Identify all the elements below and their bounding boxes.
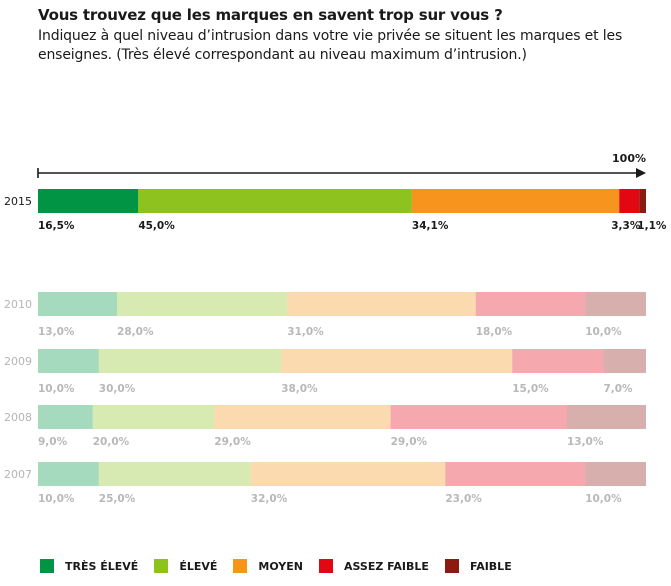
data-label-2015-1: 45,0% <box>138 220 175 232</box>
data-label-2007-2: 32,0% <box>251 493 288 505</box>
bar-segment-2008-1 <box>92 405 215 429</box>
data-label-2009-1: 30,0% <box>99 383 136 395</box>
bar-segment-2008-4 <box>566 405 646 429</box>
bar-segment-2007-3 <box>445 462 586 486</box>
data-label-2010-3: 18,0% <box>476 326 513 338</box>
legend-label: MOYEN <box>258 559 303 573</box>
data-label-2015-0: 16,5% <box>38 220 75 232</box>
bar-segment-2008-0 <box>38 405 93 429</box>
data-label-2008-3: 29,0% <box>391 436 428 448</box>
bar-segment-2010-3 <box>475 292 586 316</box>
legend-item-4: FAIBLE <box>444 559 512 573</box>
legend-swatch <box>444 559 459 573</box>
category-label-2015: 2015 <box>4 195 32 208</box>
legend-label: TRÈS ÉLEVÉ <box>65 559 139 573</box>
data-label-2015-3: 3,3% <box>611 220 641 232</box>
bar-segment-2015-2 <box>411 189 620 213</box>
x-axis-arrow-head <box>636 168 646 178</box>
bar-segment-2009-0 <box>38 349 99 373</box>
data-label-2010-2: 31,0% <box>287 326 324 338</box>
legend-swatch <box>318 559 333 573</box>
bar-segment-2015-4 <box>639 189 646 213</box>
legend-item-1: ÉLEVÉ <box>154 559 217 573</box>
x-axis-label: 100% <box>612 152 646 165</box>
data-label-2010-4: 10,0% <box>585 326 622 338</box>
data-label-2008-1: 20,0% <box>93 436 130 448</box>
legend-item-2: MOYEN <box>233 559 303 573</box>
data-label-2009-2: 38,0% <box>281 383 318 395</box>
data-label-2007-1: 25,0% <box>99 493 136 505</box>
bar-segment-2009-4 <box>603 349 646 373</box>
bar-segment-2007-0 <box>38 462 99 486</box>
legend-label: FAIBLE <box>469 559 512 573</box>
stacked-bar-chart: 100% 2015 16,5% 45,0% 34,1% 3,3%1,1% 2010 13,0%… <box>4 152 667 505</box>
chart-title: Vous trouvez que les marques en savent t… <box>38 6 503 24</box>
bar-segment-2007-1 <box>98 462 251 486</box>
bar-segment-2015-0 <box>38 189 139 213</box>
bar-segment-2015-1 <box>138 189 412 213</box>
data-label-2015-2: 34,1% <box>412 220 449 232</box>
chart-legend: TRÈS ÉLEVÉ ÉLEVÉ MOYEN ASSEZ FAIBLE FAIBLE <box>40 559 528 573</box>
bar-segment-2015-3 <box>619 189 640 213</box>
data-label-2007-4: 10,0% <box>585 493 622 505</box>
data-label-2008-2: 29,0% <box>214 436 251 448</box>
category-label-2010: 2010 <box>4 298 32 311</box>
data-label-2007-0: 10,0% <box>38 493 75 505</box>
data-label-2007-3: 23,0% <box>445 493 482 505</box>
legend-label: ÉLEVÉ <box>179 559 218 573</box>
bar-segment-2010-0 <box>38 292 118 316</box>
bar-segment-2009-2 <box>281 349 513 373</box>
category-label-2008: 2008 <box>4 411 32 424</box>
data-label-2009-0: 10,0% <box>38 383 75 395</box>
bar-segment-2010-4 <box>585 292 646 316</box>
bar-segment-2007-4 <box>585 462 646 486</box>
legend-swatch <box>233 559 248 573</box>
bar-segment-2007-2 <box>250 462 446 486</box>
legend-swatch <box>40 559 54 573</box>
category-label-2009: 2009 <box>4 355 32 368</box>
bar-segment-2009-3 <box>512 349 604 373</box>
data-label-2008-0: 9,0% <box>38 436 68 448</box>
data-label-2009-3: 15,0% <box>512 383 549 395</box>
bar-segment-2010-2 <box>287 292 476 316</box>
data-label-2008-4: 13,0% <box>567 436 604 448</box>
legend-label: ASSEZ FAIBLE <box>343 559 429 573</box>
legend-item-0: TRÈS ÉLEVÉ <box>40 559 138 573</box>
legend-swatch <box>154 559 169 573</box>
category-label-2007: 2007 <box>4 468 32 481</box>
data-label-2015-4: 1,1% <box>637 220 667 232</box>
data-label-2010-0: 13,0% <box>38 326 75 338</box>
chart-subtitle: Indiquez à quel niveau d’intrusion dans … <box>38 28 623 63</box>
bar-segment-2008-2 <box>214 405 391 429</box>
data-label-2010-1: 28,0% <box>117 326 154 338</box>
bar-segment-2010-1 <box>117 292 288 316</box>
data-label-2009-4: 7,0% <box>603 383 633 395</box>
bar-segment-2009-1 <box>98 349 282 373</box>
legend-item-3: ASSEZ FAIBLE <box>318 559 429 573</box>
bar-segment-2008-3 <box>390 405 567 429</box>
